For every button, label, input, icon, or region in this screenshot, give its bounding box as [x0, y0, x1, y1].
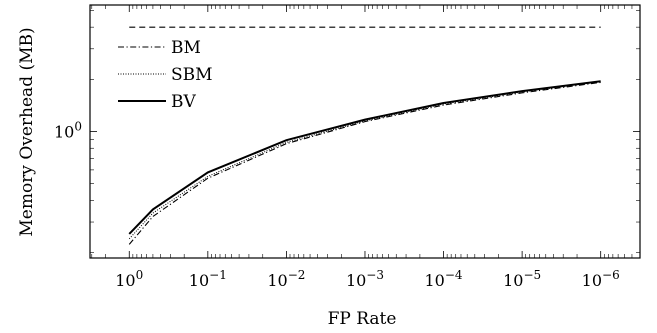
- x-tick-label: 10−2: [267, 268, 305, 290]
- legend-label-bm: BM: [171, 38, 201, 58]
- legend: BM SBM BV: [118, 38, 213, 112]
- x-tick-label: 10−5: [503, 268, 541, 290]
- x-tick-label: 100: [115, 268, 143, 290]
- y-axis-label: Memory Overhead (MB): [17, 27, 37, 236]
- x-tick-label: 10−1: [189, 268, 227, 290]
- series-line-bm: [128, 81, 601, 245]
- legend-label-bv: BV: [171, 92, 196, 112]
- plot-area: 100 10−1 10−2 10−3 10−4 10−5 10−6 100: [54, 4, 641, 290]
- x-tick-label: 10−4: [425, 268, 463, 290]
- y-tick-label: 100: [54, 119, 82, 141]
- x-axis-label: FP Rate: [328, 309, 397, 329]
- series-line-sbm: [128, 81, 601, 240]
- series-line-bv: [128, 80, 601, 235]
- x-tick-label: 10−3: [346, 268, 384, 290]
- x-tick-label: 10−6: [582, 268, 620, 290]
- legend-label-sbm: SBM: [171, 65, 213, 85]
